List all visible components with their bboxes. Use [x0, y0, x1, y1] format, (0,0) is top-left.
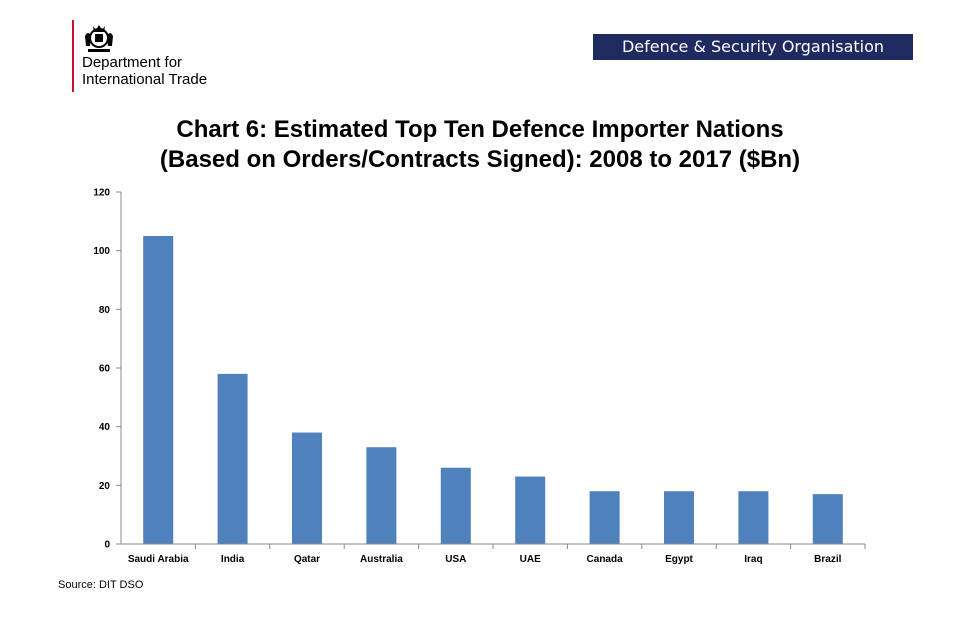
dept-name-line2: International Trade [82, 71, 208, 88]
x-tick-label: USA [445, 554, 466, 565]
x-tick-label: Qatar [294, 554, 320, 565]
bar-series [143, 236, 843, 544]
bar-usa [440, 467, 471, 544]
chart-title-line2: (Based on Orders/Contracts Signed): 2008… [159, 146, 801, 173]
x-tick-label: Saudi Arabia [128, 554, 189, 565]
y-tick-label: 40 [99, 422, 111, 433]
chart-title-line1: Chart 6: Estimated Top Ten Defence Impor… [176, 116, 784, 143]
chart-title: Chart 6: Estimated Top Ten Defence Impor… [0, 115, 960, 175]
y-tick-label: 80 [99, 305, 111, 316]
royal-crest-icon [85, 25, 113, 52]
x-tick-label: Iraq [744, 554, 762, 565]
source-note: Source: DIT DSO [58, 579, 144, 591]
y-tick-label: 100 [93, 246, 110, 257]
bar-canada [589, 491, 620, 544]
x-tick-label: Egypt [665, 554, 693, 565]
y-tick-label: 120 [93, 188, 110, 199]
x-tick-label: Australia [360, 554, 403, 565]
bar-uae [515, 476, 546, 544]
bar-iraq [738, 491, 769, 544]
x-tick-label: Brazil [814, 554, 841, 565]
org-badge: Defence & Security Organisation [593, 34, 913, 60]
y-tick-label: 20 [99, 481, 111, 492]
x-tick-label: India [221, 554, 245, 565]
bar-qatar [292, 432, 322, 544]
dit-logo: Department for International Trade [72, 20, 207, 92]
bar-saudi-arabia [143, 236, 174, 544]
y-tick-label: 60 [99, 364, 111, 375]
bar-australia [366, 447, 397, 544]
y-tick-label: 0 [104, 540, 110, 551]
bar-egypt [664, 491, 694, 544]
x-tick-label: UAE [520, 554, 541, 565]
x-tick-label: Canada [587, 554, 624, 565]
bar-brazil [812, 494, 843, 544]
bar-india [217, 373, 248, 544]
x-axis-labels: Saudi Arabia India Qatar Australia USA UAE Can… [128, 544, 866, 565]
y-axis-ticks: 0 20 40 60 80 100 120 [93, 188, 121, 551]
dept-name-line1: Department for [82, 54, 183, 71]
